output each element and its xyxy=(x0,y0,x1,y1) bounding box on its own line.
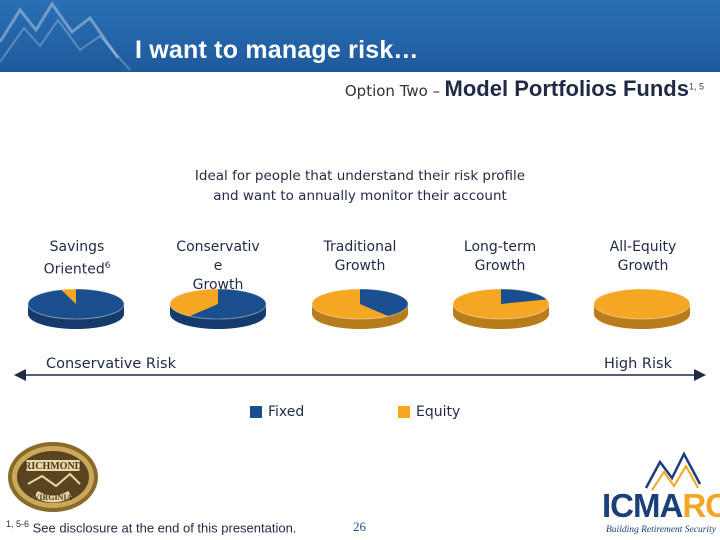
pie-side xyxy=(312,304,408,329)
portfolio-label-line: Savings xyxy=(49,239,105,255)
portfolio-pie-traditional-growth xyxy=(311,288,409,329)
portfolio-label-line: Growth xyxy=(192,277,244,293)
pie-fixed-slice xyxy=(360,289,408,317)
pie-equity-slice xyxy=(594,289,690,319)
page-subtitle: Option Two – Model Portfolios Funds1, 5 xyxy=(345,76,704,102)
legend-equity: Equity xyxy=(398,404,460,420)
header-banner xyxy=(0,0,720,72)
subtitle-main: Model Portfolios Funds xyxy=(444,76,689,101)
pie-rim xyxy=(593,288,691,320)
portfolio-label-long-term-growth: Long-term Growth xyxy=(445,238,555,276)
portfolio-label-all-equity-growth: All-Equity Growth xyxy=(588,238,698,276)
portfolio-pie-long-term-growth xyxy=(452,288,550,329)
subtitle-prefix: Option Two – xyxy=(344,82,441,100)
portfolio-label-savings-oriented: Savings Oriented6 xyxy=(22,238,132,280)
risk-low-label: Conservative Risk xyxy=(46,356,176,372)
intro-text: Ideal for people that understand their r… xyxy=(0,166,720,206)
portfolio-label-line: Long-term xyxy=(463,239,537,255)
pie-side xyxy=(594,304,690,329)
portfolio-label-line: Traditional xyxy=(323,239,397,255)
portfolio-footnote-ref: 6 xyxy=(104,261,111,271)
disclosure-footnote: 1, 5-6 See disclosure at the end of this… xyxy=(6,519,296,535)
legend-fixed-label: Fixed xyxy=(268,404,305,420)
equity-swatch xyxy=(398,406,410,418)
icma-rc-mountain-icon xyxy=(644,451,702,491)
icma-rc-wordmark: ICMARC xyxy=(602,487,720,525)
icma-tagline: Building Retirement Security xyxy=(606,525,716,535)
arrow-left-icon xyxy=(14,369,26,381)
svg-text:RICHMOND: RICHMOND xyxy=(24,461,82,472)
portfolio-label-line: Oriented xyxy=(43,261,105,278)
legend-equity-label: Equity xyxy=(416,404,461,420)
footnote-ref: 1, 5-6 xyxy=(6,519,30,529)
portfolio-pie-all-equity-growth xyxy=(593,288,691,329)
mountain-logo-icon xyxy=(0,1,131,71)
portfolio-label-line: Growth xyxy=(617,258,669,274)
portfolio-label-line: All-Equity xyxy=(609,239,677,255)
pie-rim xyxy=(27,288,125,320)
risk-scale-arrow xyxy=(14,369,706,381)
subtitle-footnote-ref: 1, 5 xyxy=(688,81,704,92)
icma-text: ICMA xyxy=(602,487,683,524)
portfolio-label-line: Growth xyxy=(474,258,526,274)
rc-text: RC xyxy=(682,487,720,524)
pie-side xyxy=(28,304,124,329)
portfolio-pie-savings-oriented xyxy=(27,288,125,329)
pie-fixed-slice xyxy=(28,289,125,319)
portfolio-label-line: e xyxy=(213,258,223,274)
portfolio-label-traditional-growth: Traditional Growth xyxy=(305,238,415,276)
portfolio-label-conservative-growth: Conservativ e Growth xyxy=(163,238,273,295)
risk-high-label: High Risk xyxy=(604,356,672,372)
portfolio-label-line: Growth xyxy=(334,258,386,274)
arrow-right-icon xyxy=(694,369,706,381)
page-title: I want to manage risk… xyxy=(135,36,419,64)
richmond-seal-logo: RICHMOND VIRGINIA xyxy=(8,442,98,512)
pie-rim xyxy=(452,288,550,320)
pie-side xyxy=(453,304,549,329)
footnote-text: See disclosure at the end of this presen… xyxy=(32,520,297,536)
pie-side xyxy=(170,304,266,329)
pie-rim xyxy=(169,288,267,320)
legend-fixed: Fixed xyxy=(250,404,304,420)
pie-rim xyxy=(311,288,409,320)
fixed-swatch xyxy=(250,406,262,418)
intro-line-2: and want to annually monitor their accou… xyxy=(213,188,507,204)
svg-text:VIRGINIA: VIRGINIA xyxy=(34,493,73,502)
portfolio-pie-conservative-growth xyxy=(169,288,267,329)
pie-fixed-slice xyxy=(501,289,547,304)
pie-fixed-slice xyxy=(189,289,266,319)
page-number: 26 xyxy=(353,519,366,534)
intro-line-1: Ideal for people that understand their r… xyxy=(194,168,526,184)
portfolio-label-line: Conservativ xyxy=(176,239,260,255)
